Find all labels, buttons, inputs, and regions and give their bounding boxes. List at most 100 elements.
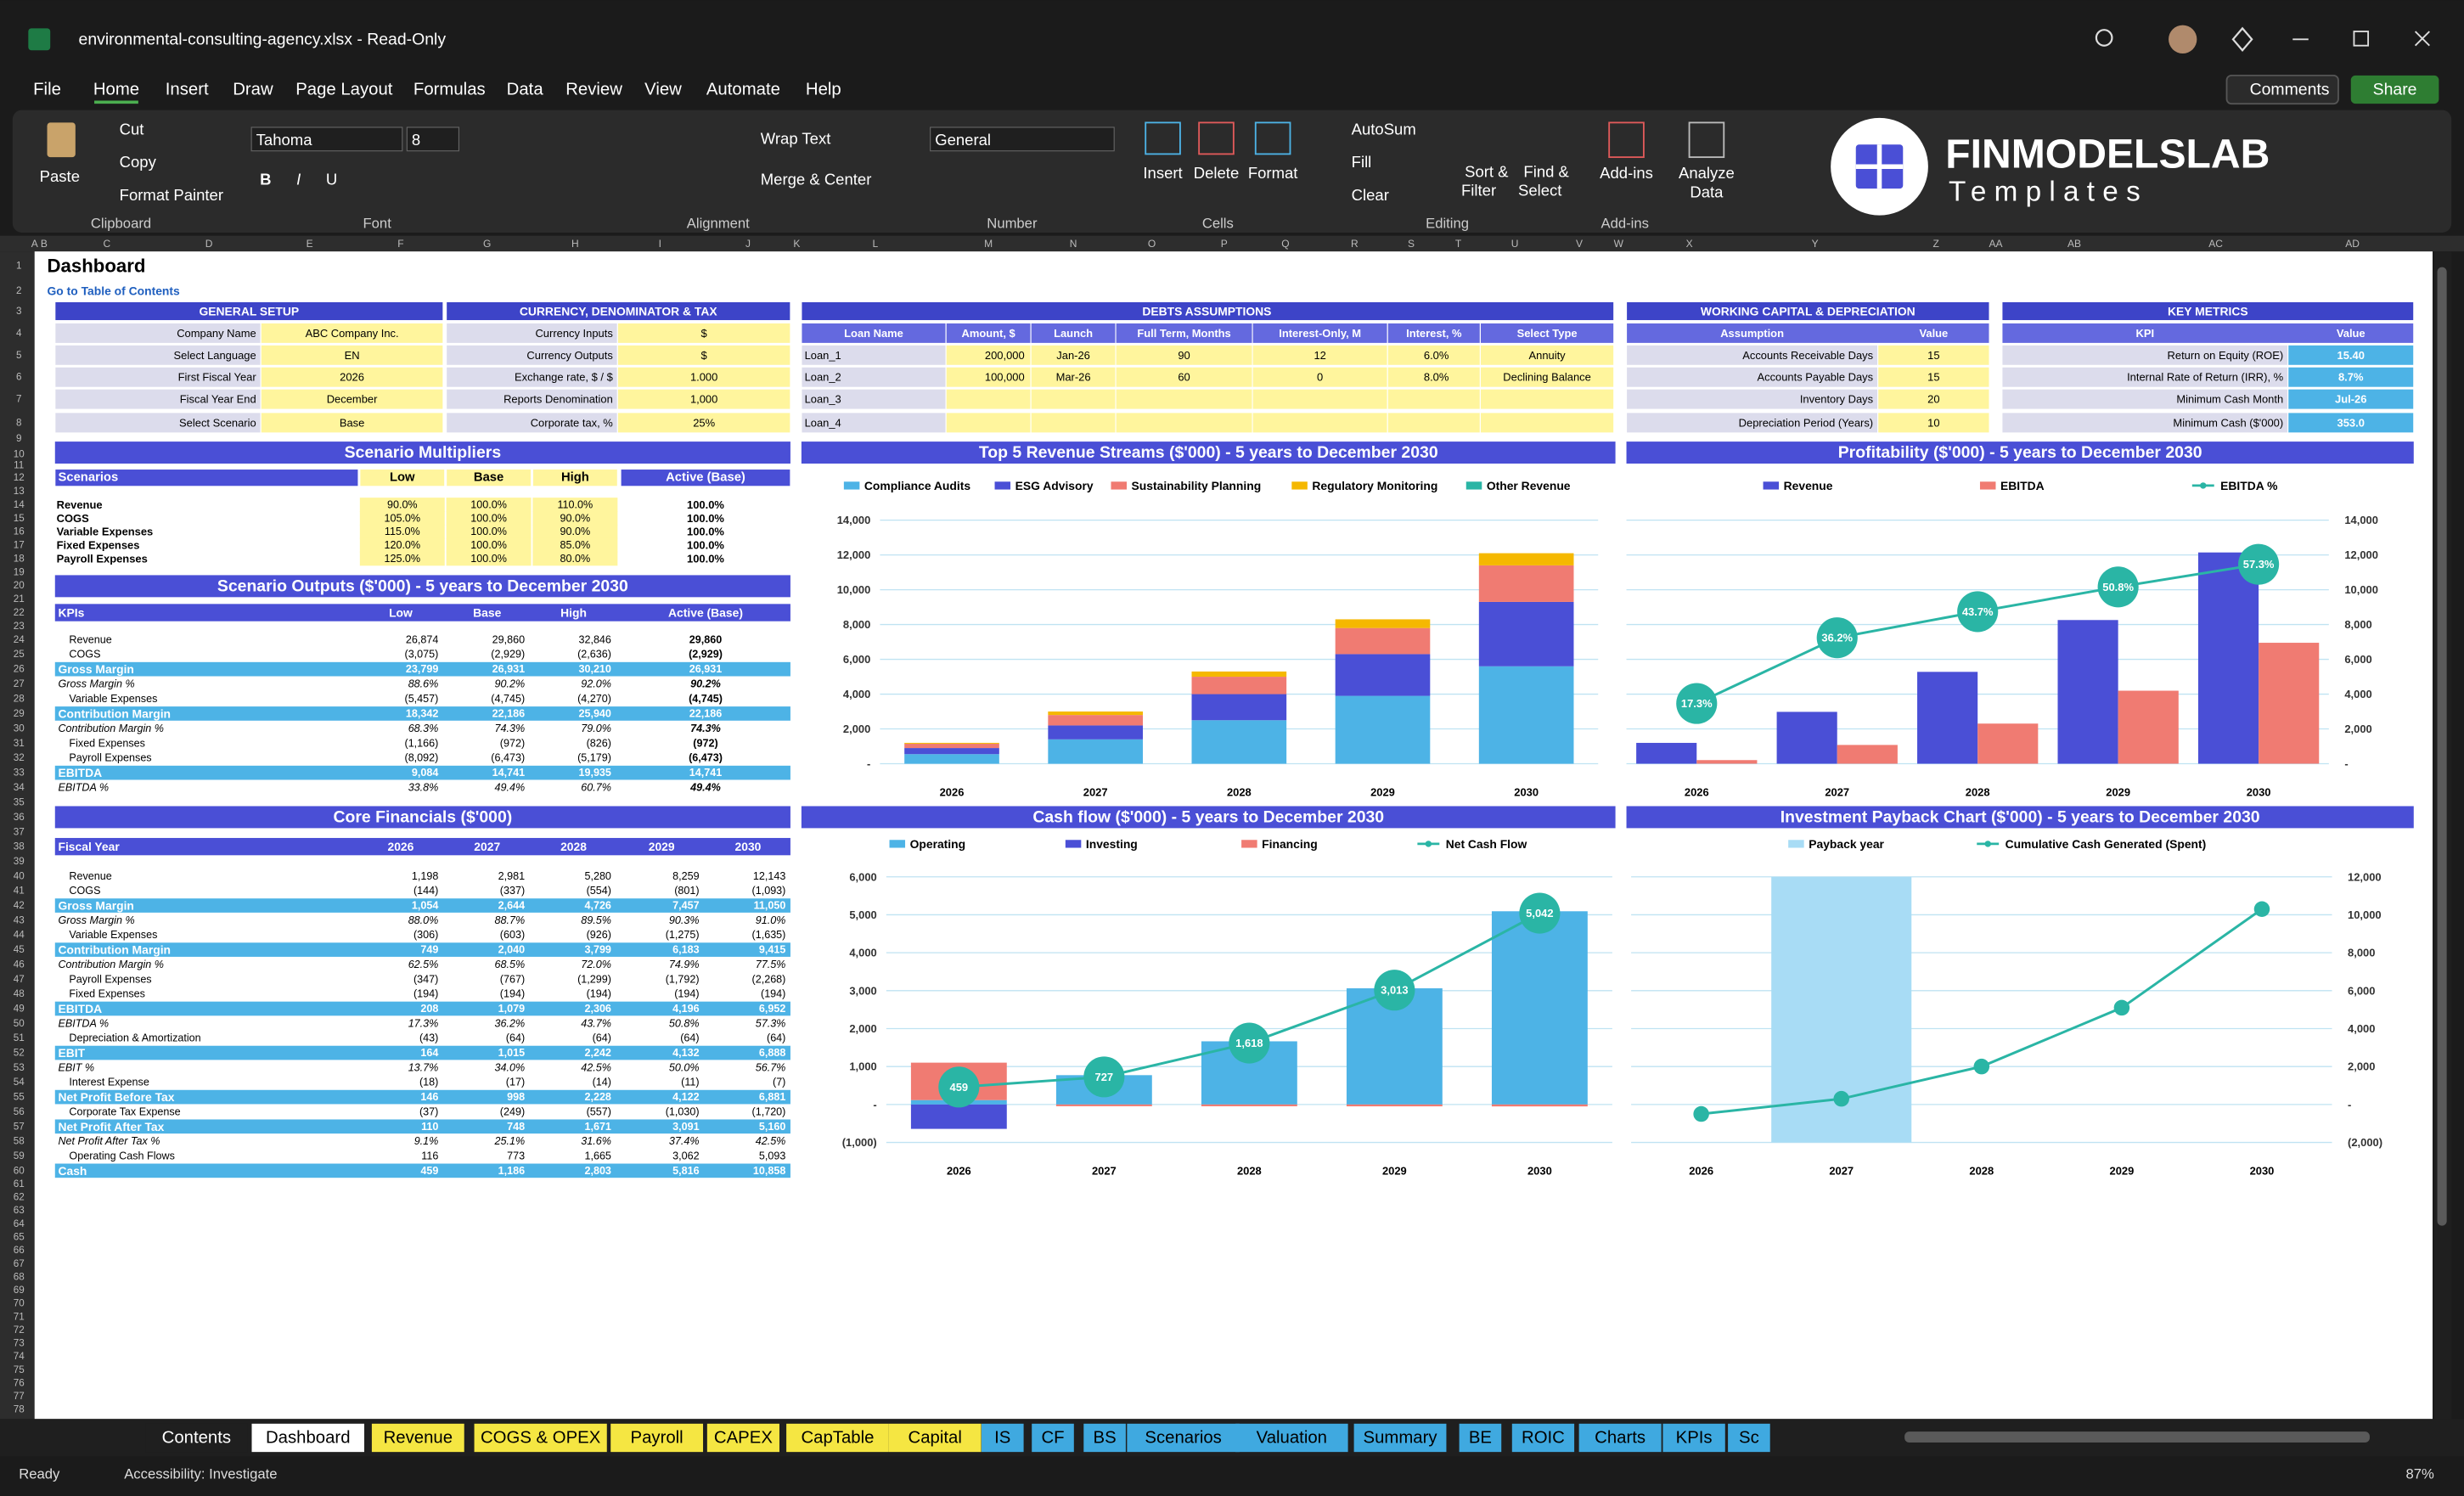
format-icon[interactable]	[1254, 121, 1291, 155]
sheet-tab-label[interactable]: Sc	[1739, 1428, 1759, 1447]
sheet-tab-label[interactable]: Payroll	[631, 1428, 684, 1447]
insert-icon[interactable]	[1145, 121, 1181, 155]
ribbon-button[interactable]: Paste	[40, 167, 80, 185]
menu-item[interactable]: Insert	[166, 81, 209, 99]
ribbon-button[interactable]: Delete	[1194, 164, 1239, 182]
row-header: 48	[14, 988, 25, 999]
sheet-tab[interactable]	[1511, 1423, 1575, 1453]
sheet-tab-label[interactable]: Capital	[909, 1428, 962, 1447]
sheet-tab[interactable]	[371, 1423, 464, 1453]
font-name-box[interactable]	[250, 127, 403, 152]
ribbon-button[interactable]: Find &	[1523, 162, 1569, 180]
avatar[interactable]	[2169, 25, 2197, 53]
row-header: 40	[14, 870, 25, 881]
vertical-scroll-thumb[interactable]	[2437, 267, 2447, 1226]
sheet-tab-label[interactable]: Summary	[1364, 1428, 1438, 1447]
ribbon-button[interactable]: Wrap Text	[761, 129, 831, 147]
sheet-tab-label[interactable]: Charts	[1595, 1428, 1645, 1447]
premium-icon[interactable]	[2231, 26, 2253, 52]
menu-item[interactable]: Home	[93, 81, 139, 99]
ribbon-button[interactable]: Format Painter	[120, 186, 223, 204]
ribbon-button[interactable]: General	[935, 131, 991, 149]
share-label[interactable]: Share	[2373, 81, 2417, 99]
sheet-tab-label[interactable]: BS	[1094, 1428, 1117, 1447]
sheet-tab[interactable]	[706, 1423, 779, 1453]
maximize-button[interactable]	[2353, 31, 2370, 47]
menu-item[interactable]: Draw	[233, 81, 273, 99]
sheet-tab-label[interactable]: Contents	[162, 1428, 231, 1447]
font-style-button[interactable]: U	[326, 171, 337, 188]
sheet-tab[interactable]	[1235, 1423, 1348, 1453]
menu-item[interactable]: Help	[806, 81, 841, 99]
sheet-tab-label[interactable]: Valuation	[1257, 1428, 1327, 1447]
menu-item[interactable]: Review	[565, 81, 622, 99]
sheet-tab-label[interactable]: IS	[994, 1428, 1010, 1447]
ribbon-button[interactable]: AutoSum	[1352, 120, 1416, 138]
menu-item[interactable]: Data	[507, 81, 544, 99]
sheet-tab-label[interactable]: COGS & OPEX	[481, 1428, 601, 1447]
sheet-tab[interactable]	[786, 1423, 889, 1453]
ribbon-button[interactable]: 8	[412, 131, 420, 149]
sheet-tab[interactable]	[1459, 1423, 1502, 1453]
ribbon-button[interactable]: Filter	[1461, 181, 1496, 199]
analyze-data-icon[interactable]	[1688, 121, 1725, 159]
ribbon-button[interactable]: Format	[1248, 164, 1298, 182]
sheet-tab-label[interactable]: CF	[1041, 1428, 1064, 1447]
sheet-tab-label[interactable]: ROIC	[1522, 1428, 1565, 1447]
cell-value: 49.4%	[689, 782, 721, 794]
paste-icon[interactable]	[47, 122, 76, 158]
add-ins-icon[interactable]	[1608, 121, 1645, 159]
sheet-tab[interactable]	[1083, 1423, 1126, 1453]
sheet-tab[interactable]	[1353, 1423, 1447, 1453]
menu-item[interactable]: View	[644, 81, 682, 99]
comments-label[interactable]: Comments	[2250, 81, 2330, 99]
menu-item[interactable]: Formulas	[413, 81, 486, 99]
close-button[interactable]	[2414, 31, 2430, 47]
ribbon-button[interactable]: Insert	[1143, 164, 1182, 182]
ribbon-button[interactable]: Fill	[1352, 153, 1372, 171]
font-size-box[interactable]	[406, 127, 459, 152]
ribbon-button[interactable]: Select	[1518, 181, 1561, 199]
font-style-button[interactable]: B	[260, 171, 271, 188]
ribbon-button[interactable]: Cut	[120, 120, 144, 138]
sheet-tab[interactable]	[251, 1423, 365, 1453]
sheet-tab-label[interactable]: CapTable	[801, 1428, 874, 1447]
sheet-tab-label[interactable]: KPIs	[1676, 1428, 1713, 1447]
menu-item[interactable]: File	[33, 81, 61, 99]
number-format-box[interactable]	[930, 127, 1115, 152]
sheet-tab-label[interactable]: BE	[1469, 1428, 1492, 1447]
ribbon-button[interactable]: Add-ins	[1600, 164, 1653, 182]
ribbon-button[interactable]: Merge & Center	[761, 171, 872, 188]
sheet-tab[interactable]	[1578, 1423, 1662, 1453]
sheet-tab[interactable]	[1127, 1423, 1240, 1453]
ribbon-button[interactable]: Data	[1690, 183, 1724, 200]
horizontal-scroll-thumb[interactable]	[1904, 1431, 2370, 1443]
status-accessibility[interactable]: Accessibility: Investigate	[124, 1466, 277, 1482]
sheet-tab-label[interactable]: CAPEX	[714, 1428, 773, 1447]
font-style-button[interactable]: I	[296, 171, 301, 188]
sheet-tab[interactable]	[1032, 1423, 1074, 1453]
sheet-tab[interactable]	[981, 1423, 1024, 1453]
search-icon[interactable]	[2095, 29, 2113, 47]
sheet-tab[interactable]	[145, 1423, 248, 1453]
sheet-tab-label[interactable]: Revenue	[384, 1428, 453, 1447]
ribbon-button[interactable]: Clear	[1352, 186, 1389, 204]
toc-link[interactable]: Go to Table of Contents	[48, 284, 180, 297]
sheet-tab-label[interactable]: Dashboard	[266, 1428, 351, 1447]
menu-item[interactable]: Automate	[706, 81, 780, 99]
ribbon-button[interactable]: Copy	[120, 153, 157, 171]
ribbon-button[interactable]: Tahoma	[256, 131, 313, 149]
menu-item[interactable]: Page Layout	[295, 81, 393, 99]
delete-icon[interactable]	[1198, 121, 1235, 155]
ribbon-button[interactable]: Analyze	[1679, 164, 1735, 182]
ribbon-button[interactable]: Sort &	[1465, 162, 1509, 180]
zoom-level[interactable]: 87%	[2406, 1466, 2435, 1482]
sheet-tab[interactable]	[610, 1423, 704, 1453]
sheet-tab[interactable]	[1662, 1423, 1725, 1453]
sheet-tab-label[interactable]: Scenarios	[1145, 1428, 1221, 1447]
sheet-tab[interactable]	[1728, 1423, 1770, 1453]
sheet-tab[interactable]	[888, 1423, 982, 1453]
share-button[interactable]	[2350, 75, 2439, 104]
sheet-tab[interactable]	[474, 1423, 607, 1453]
comments-button[interactable]	[2225, 74, 2339, 105]
